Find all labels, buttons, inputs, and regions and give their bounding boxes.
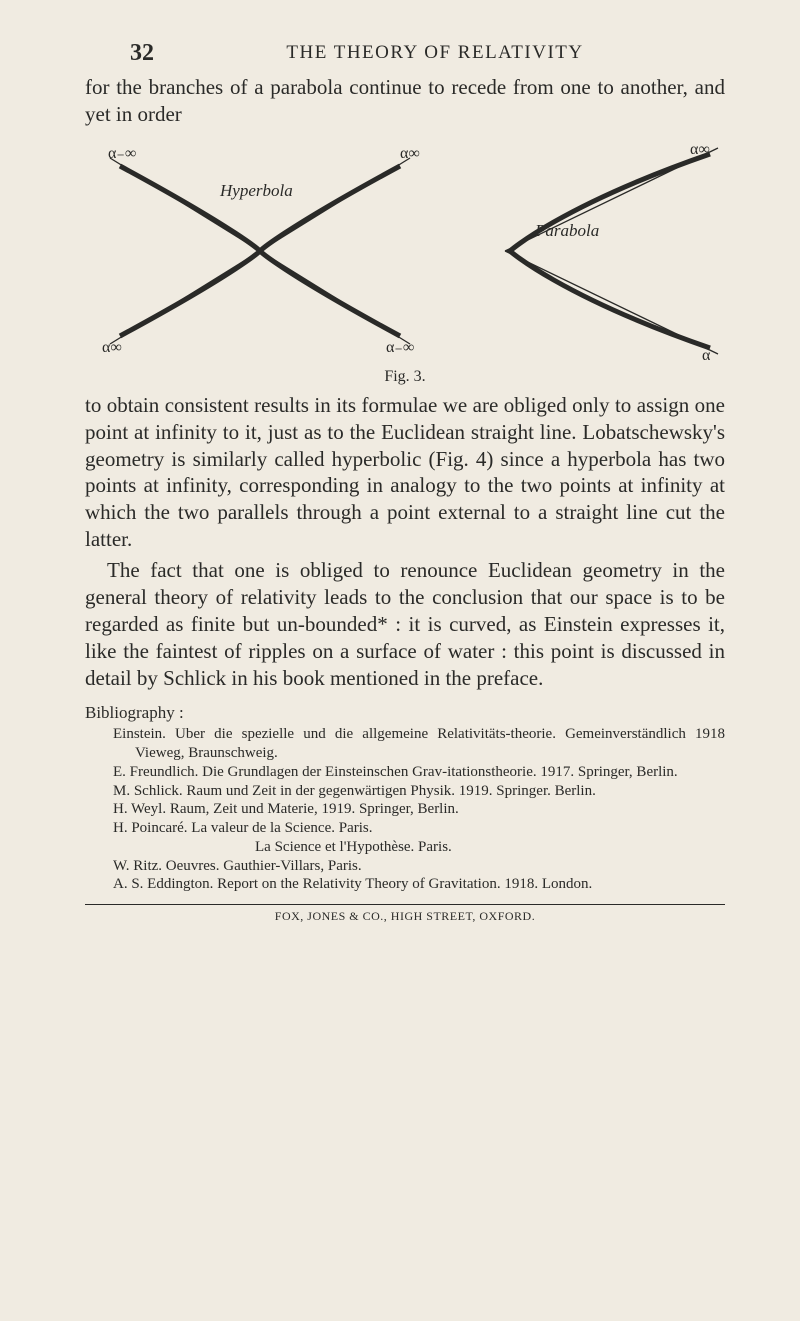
label-parabola-alpha-top: α∞ — [690, 141, 710, 158]
bib-entry: E. Freundlich. Die Grundlagen der Einste… — [85, 763, 725, 782]
label-parabola-alpha-bottom: α — [702, 347, 711, 364]
bib-entry: Einstein. Uber die spezielle und die all… — [85, 725, 725, 763]
paragraph-main: to obtain consistent results in its form… — [85, 392, 725, 553]
figure-3: α₋∞ α∞ α∞ α₋∞ Hyperbola α∞ α Parabola — [85, 136, 725, 366]
bib-entry: La Science et l'Hypothèse. Paris. — [85, 838, 725, 857]
label-parabola: Parabola — [534, 221, 599, 240]
paragraph-second: The fact that one is obliged to renounce… — [85, 557, 725, 691]
bibliography-header: Bibliography : — [85, 703, 725, 723]
label-alpha-bottom-right: α₋∞ — [386, 339, 414, 356]
page-number: 32 — [130, 40, 154, 67]
running-header: THE THEORY OF RELATIVITY — [145, 42, 725, 64]
label-hyperbola: Hyperbola — [219, 181, 293, 200]
bib-entry: W. Ritz. Oeuvres. Gauthier-Villars, Pari… — [85, 857, 725, 876]
footer-imprint: FOX, JONES & CO., HIGH STREET, OXFORD. — [85, 909, 725, 924]
bib-entry: H. Weyl. Raum, Zeit und Materie, 1919. S… — [85, 800, 725, 819]
label-alpha-top-left: α₋∞ — [108, 145, 136, 162]
paragraph-intro: for the branches of a parabola continue … — [85, 74, 725, 128]
label-alpha-top-right: α∞ — [400, 145, 420, 162]
bib-entry: H. Poincaré. La valeur de la Science. Pa… — [85, 819, 725, 838]
figure-caption: Fig. 3. — [85, 368, 725, 386]
bib-entry: A. S. Eddington. Report on the Relativit… — [85, 875, 725, 894]
hyperbola-parabola-diagram: α₋∞ α∞ α∞ α₋∞ Hyperbola α∞ α Parabola — [90, 136, 720, 366]
footer-divider — [85, 904, 725, 905]
label-alpha-bottom-left: α∞ — [102, 339, 122, 356]
bib-entry: M. Schlick. Raum und Zeit in der gegenwä… — [85, 782, 725, 801]
